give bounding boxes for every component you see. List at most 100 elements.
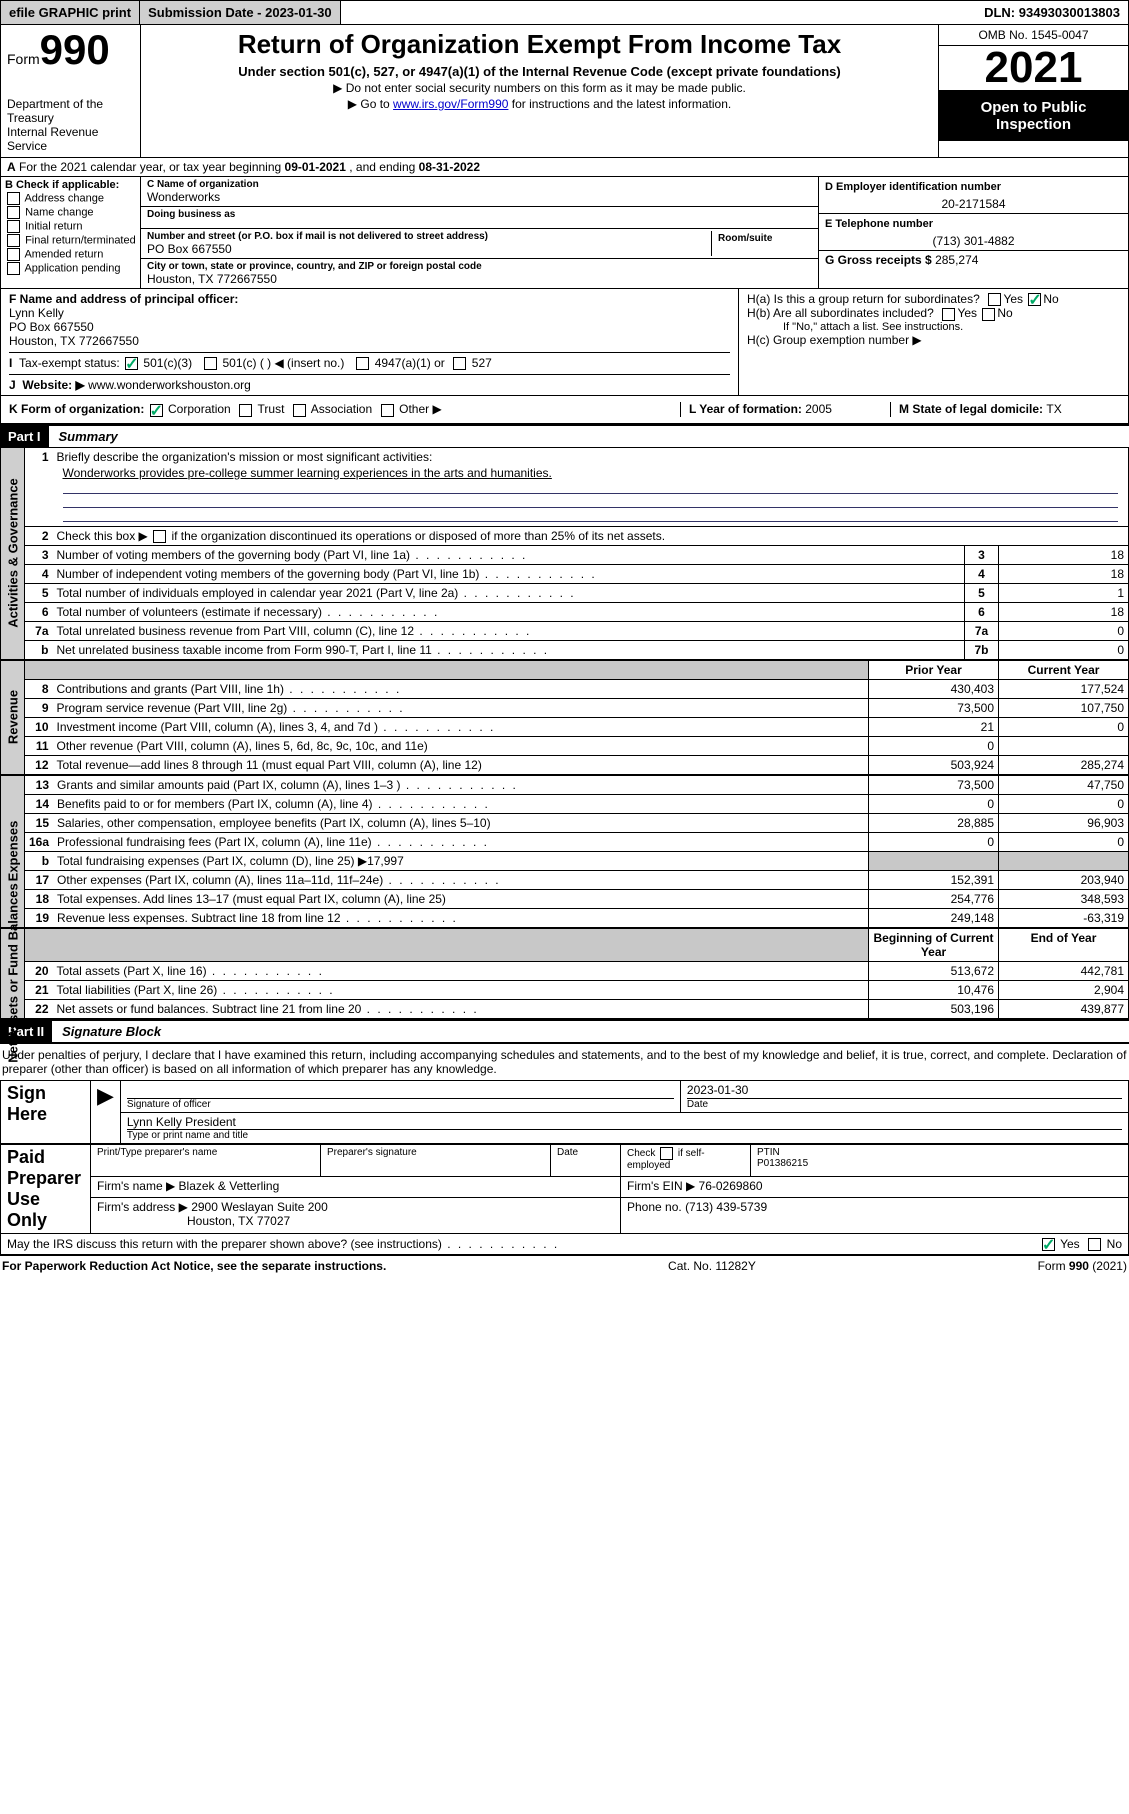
chk-irs-yes[interactable] bbox=[1042, 1238, 1055, 1251]
rev9-prior: 73,500 bbox=[869, 698, 999, 717]
row7a-val: 0 bbox=[999, 621, 1129, 640]
exp13-curr: 47,750 bbox=[999, 775, 1129, 794]
chk-initial-return[interactable]: Initial return bbox=[5, 220, 136, 233]
dept-treasury: Department of the Treasury bbox=[7, 97, 134, 125]
exp17-desc: Other expenses (Part IX, column (A), lin… bbox=[53, 870, 868, 889]
chk-4947[interactable] bbox=[356, 357, 369, 370]
opt-other: Other ▶ bbox=[399, 402, 442, 416]
chk-hb-no[interactable] bbox=[982, 308, 995, 321]
chk-corp[interactable] bbox=[150, 404, 163, 417]
footer-cat: Cat. No. 11282Y bbox=[668, 1259, 756, 1273]
prep-date-label: Date bbox=[551, 1144, 621, 1176]
header-left: Form990 Department of the Treasury Inter… bbox=[1, 25, 141, 157]
officer-name: Lynn Kelly bbox=[9, 306, 64, 320]
firm-phone-label: Phone no. bbox=[627, 1200, 685, 1214]
l-col: L Year of formation: 2005 bbox=[680, 402, 890, 416]
row3-val: 18 bbox=[999, 545, 1129, 564]
rev9-desc: Program service revenue (Part VIII, line… bbox=[53, 698, 869, 717]
dln-label: DLN: bbox=[984, 5, 1019, 20]
part1-header: Part I Summary bbox=[0, 424, 1129, 447]
net22-eoy: 439,877 bbox=[999, 999, 1129, 1018]
exp16a-desc: Professional fundraising fees (Part IX, … bbox=[53, 832, 868, 851]
exp15-desc: Salaries, other compensation, employee b… bbox=[53, 813, 868, 832]
f-col: F Name and address of principal officer:… bbox=[1, 289, 738, 395]
chk-amended-return[interactable]: Amended return bbox=[5, 248, 136, 261]
irs-label: Internal Revenue Service bbox=[7, 125, 134, 153]
chk-527[interactable] bbox=[453, 357, 466, 370]
prep-sig-label: Preparer's signature bbox=[321, 1144, 551, 1176]
sidebar-revenue: Revenue bbox=[0, 660, 24, 775]
net21-boy: 10,476 bbox=[869, 980, 999, 999]
expenses-table: 13Grants and similar amounts paid (Part … bbox=[24, 775, 1129, 928]
opt-4947: 4947(a)(1) or bbox=[375, 356, 445, 370]
firm-phone: (713) 439-5739 bbox=[685, 1200, 767, 1214]
goto-link-line: ▶ Go to www.irs.gov/Form990 for instruct… bbox=[149, 97, 930, 111]
chk-other[interactable] bbox=[381, 404, 394, 417]
chk-address-change[interactable]: Address change bbox=[5, 192, 136, 205]
paid-preparer-table: Paid Preparer Use Only Print/Type prepar… bbox=[0, 1144, 1129, 1234]
rev10-curr: 0 bbox=[999, 717, 1129, 736]
opt-501c3: 501(c)(3) bbox=[143, 356, 192, 370]
a-pre: For the 2021 calendar year, or tax year … bbox=[19, 160, 285, 174]
row7b-val: 0 bbox=[999, 640, 1129, 659]
firm-addr-label: Firm's address ▶ bbox=[97, 1200, 191, 1214]
exp13-desc: Grants and similar amounts paid (Part IX… bbox=[53, 775, 868, 794]
row-fh: F Name and address of principal officer:… bbox=[0, 289, 1129, 396]
firm-addr1: 2900 Weslayan Suite 200 bbox=[191, 1200, 328, 1214]
chk-name-change[interactable]: Name change bbox=[5, 206, 136, 219]
revenue-table: Prior YearCurrent Year 8Contributions an… bbox=[24, 660, 1129, 775]
prep-name-label: Print/Type preparer's name bbox=[91, 1144, 321, 1176]
exp16b-prior bbox=[869, 851, 999, 870]
rev10-prior: 21 bbox=[869, 717, 999, 736]
opt-assoc: Association bbox=[311, 402, 372, 416]
row6-val: 18 bbox=[999, 602, 1129, 621]
g-label: G Gross receipts $ bbox=[825, 253, 935, 267]
part2-title: Signature Block bbox=[52, 1024, 161, 1039]
exp16a-prior: 0 bbox=[869, 832, 999, 851]
irs-link[interactable]: www.irs.gov/Form990 bbox=[393, 97, 508, 111]
chk-final-return[interactable]: Final return/terminated bbox=[5, 234, 136, 247]
efile-graphic-print[interactable]: efile GRAPHIC print bbox=[1, 1, 140, 24]
i-label: Tax-exempt status: bbox=[19, 356, 120, 370]
d-label: D Employer identification number bbox=[825, 181, 1001, 193]
chk-trust[interactable] bbox=[239, 404, 252, 417]
open-to-public: Open to Public Inspection bbox=[939, 91, 1128, 141]
chk-irs-no[interactable] bbox=[1088, 1238, 1101, 1251]
opt-501c: 501(c) ( ) ◀ (insert no.) bbox=[222, 356, 344, 370]
chk-hb-yes[interactable] bbox=[942, 308, 955, 321]
chk-self-employed[interactable] bbox=[660, 1147, 673, 1160]
net21-desc: Total liabilities (Part X, line 26) bbox=[53, 980, 869, 999]
col-de: D Employer identification number20-21715… bbox=[818, 177, 1128, 288]
addr-label: Number and street (or P.O. box if mail i… bbox=[147, 231, 711, 242]
chk-assoc[interactable] bbox=[293, 404, 306, 417]
dln: DLN: 93493030013803 bbox=[976, 1, 1128, 24]
rev9-curr: 107,750 bbox=[999, 698, 1129, 717]
chk-application-pending[interactable]: Application pending bbox=[5, 262, 136, 275]
chk-501c3[interactable] bbox=[125, 357, 138, 370]
footer-form: Form 990 (2021) bbox=[1038, 1259, 1127, 1273]
chk-line2[interactable] bbox=[153, 530, 166, 543]
rev8-desc: Contributions and grants (Part VIII, lin… bbox=[53, 679, 869, 698]
opt-trust: Trust bbox=[258, 402, 285, 416]
section-netassets: Net Assets or Fund Balances Beginning of… bbox=[0, 928, 1129, 1019]
subdate-label: Submission Date - bbox=[148, 5, 265, 20]
f-label: F Name and address of principal officer: bbox=[9, 292, 238, 306]
chk-ha-yes[interactable] bbox=[988, 293, 1001, 306]
chk-501c[interactable] bbox=[204, 357, 217, 370]
opt-527: 527 bbox=[472, 356, 492, 370]
exp17-curr: 203,940 bbox=[999, 870, 1129, 889]
exp14-curr: 0 bbox=[999, 794, 1129, 813]
footer: For Paperwork Reduction Act Notice, see … bbox=[0, 1255, 1129, 1276]
phone-value: (713) 301-4882 bbox=[825, 234, 1122, 248]
hdr-prior: Prior Year bbox=[869, 660, 999, 679]
row5-desc: Total number of individuals employed in … bbox=[53, 583, 965, 602]
c-name-label: C Name of organization bbox=[147, 179, 812, 190]
rev12-desc: Total revenue—add lines 8 through 11 (mu… bbox=[53, 755, 869, 774]
exp15-curr: 96,903 bbox=[999, 813, 1129, 832]
sign-here-label: Sign Here bbox=[1, 1080, 91, 1143]
chk-ha-no[interactable] bbox=[1028, 293, 1041, 306]
exp19-prior: 249,148 bbox=[869, 908, 999, 927]
line-a: A For the 2021 calendar year, or tax yea… bbox=[0, 158, 1129, 177]
h-b: H(b) Are all subordinates included? Yes … bbox=[747, 306, 1120, 320]
hdr-boy: Beginning of Current Year bbox=[869, 928, 999, 961]
